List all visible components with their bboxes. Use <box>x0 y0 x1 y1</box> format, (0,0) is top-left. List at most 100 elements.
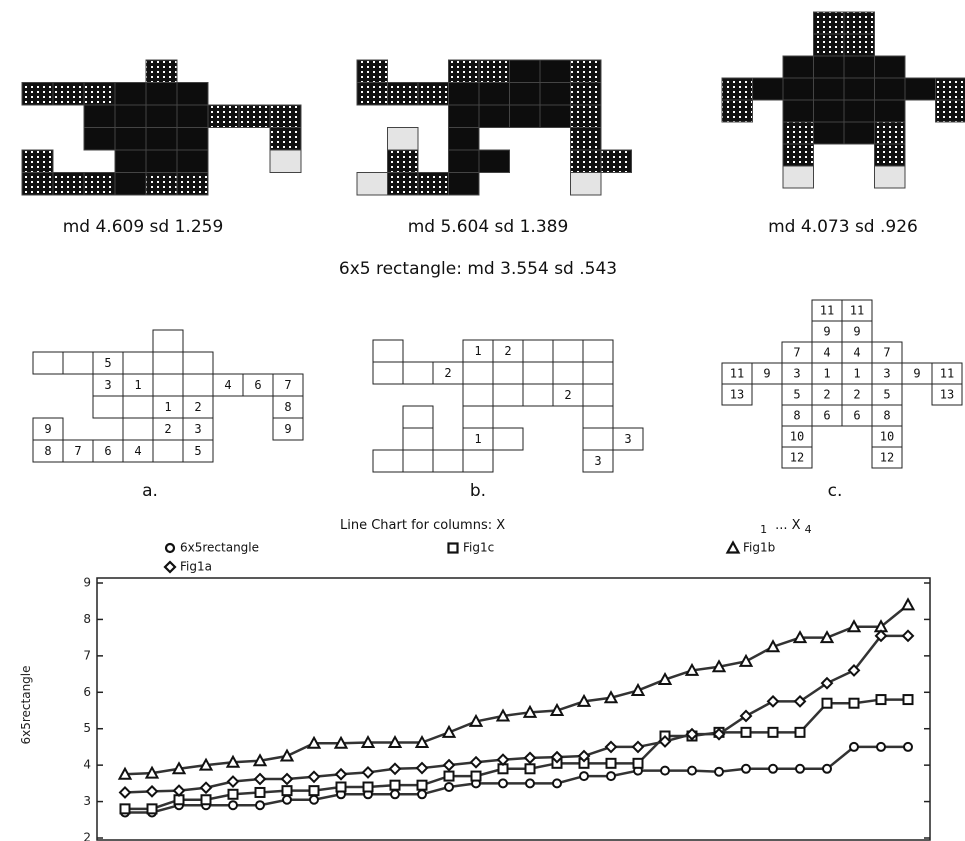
marker <box>742 765 750 773</box>
shaded-cell <box>22 150 53 173</box>
marker <box>471 716 482 726</box>
shaded-cell <box>783 78 814 100</box>
shaded-cell <box>177 105 208 128</box>
shaded-cell <box>449 150 480 173</box>
shaded-cell <box>844 12 875 34</box>
shaded-cell <box>208 105 239 128</box>
shaded-cell <box>449 173 480 196</box>
cell-number: 9 <box>284 422 291 436</box>
shaded-cell <box>905 78 936 100</box>
grid-cell <box>123 396 153 418</box>
grid-cell <box>523 384 553 406</box>
cell-number: 13 <box>730 388 744 402</box>
marker <box>769 728 778 737</box>
marker <box>390 737 401 747</box>
cell-number: 12 <box>880 451 894 465</box>
shaded-cell <box>479 105 510 128</box>
grid-cell <box>183 352 213 374</box>
marker <box>714 661 725 671</box>
shaded-cell <box>571 105 602 128</box>
marker <box>444 760 454 770</box>
figure: md 4.609 sd 1.259 md 5.604 sd 1.389 md 4… <box>0 0 965 841</box>
y-tick-label: 3 <box>83 794 91 808</box>
marker <box>633 742 643 752</box>
shaded-cell <box>783 56 814 78</box>
cell-number: 1 <box>164 400 171 414</box>
marker <box>525 753 535 763</box>
grid-cell <box>153 374 183 396</box>
marker <box>202 795 211 804</box>
shaded-cell <box>814 12 845 34</box>
cell-number: 1 <box>474 344 481 358</box>
shaded-cell <box>449 83 480 106</box>
marker <box>445 772 454 781</box>
shaded-cell <box>115 150 146 173</box>
shaded-cell <box>22 83 53 106</box>
shaded-cell <box>571 83 602 106</box>
shaded-cell <box>357 173 388 196</box>
marker <box>147 768 158 778</box>
shaded-cell <box>571 128 602 151</box>
shaded-cell <box>479 83 510 106</box>
shaded-cell <box>844 122 875 144</box>
y-tick-label: 4 <box>83 758 91 772</box>
cell-number: 6 <box>823 409 830 423</box>
shaded-cell <box>53 173 84 196</box>
cell-number: 8 <box>883 409 890 423</box>
legend-label: 6x5rectangle <box>180 541 259 555</box>
cell-number: 6 <box>104 444 111 458</box>
shaded-cell <box>510 60 541 83</box>
shaded-cell <box>115 128 146 151</box>
marker <box>877 743 885 751</box>
shaded-cell <box>936 100 965 122</box>
panel-label: a. <box>142 481 158 501</box>
cell-number: 3 <box>194 422 201 436</box>
cell-number: 1 <box>823 367 830 381</box>
marker <box>849 621 860 631</box>
cell-number: 4 <box>823 346 830 360</box>
shaded-cell <box>783 122 814 144</box>
shaded-cell <box>146 60 177 83</box>
y-axis-label: 6x5rectangle <box>19 665 33 744</box>
cell-number: 8 <box>44 444 51 458</box>
cell-number: 11 <box>940 367 954 381</box>
cell-number: 7 <box>284 378 291 392</box>
shaded-cell <box>571 60 602 83</box>
shaded-cell <box>146 83 177 106</box>
marker <box>768 641 779 651</box>
y-tick-label: 9 <box>83 576 91 590</box>
y-tick-label: 5 <box>83 721 91 735</box>
marker <box>607 759 616 768</box>
y-tick-label: 6 <box>83 685 91 699</box>
shaded-cell <box>510 83 541 106</box>
marker <box>282 751 293 761</box>
shaded-cell <box>388 83 419 106</box>
shaded-cell <box>875 166 906 188</box>
shaded-cell <box>418 173 449 196</box>
grid-cell <box>583 428 613 450</box>
legend-marker <box>166 544 174 552</box>
marker <box>850 743 858 751</box>
cell-number: 6 <box>254 378 261 392</box>
grid-cell <box>153 352 183 374</box>
shaded-cell <box>115 105 146 128</box>
series-line <box>125 605 908 774</box>
marker <box>660 674 671 684</box>
legend-label: Fig1c <box>463 541 494 555</box>
marker <box>795 632 806 642</box>
marker <box>417 763 427 773</box>
cell-number: 5 <box>104 356 111 370</box>
shaded-cell <box>177 83 208 106</box>
cell-number: 9 <box>913 367 920 381</box>
cell-number: 8 <box>793 409 800 423</box>
cell-number: 5 <box>194 444 201 458</box>
marker <box>606 692 617 702</box>
grid-cell <box>373 450 403 472</box>
cell-number: 11 <box>820 304 834 318</box>
marker <box>850 699 859 708</box>
marker <box>229 790 238 799</box>
shaded-cell <box>357 60 388 83</box>
marker <box>687 665 698 675</box>
shaded-cell <box>270 105 301 128</box>
shaded-cell <box>479 150 510 173</box>
